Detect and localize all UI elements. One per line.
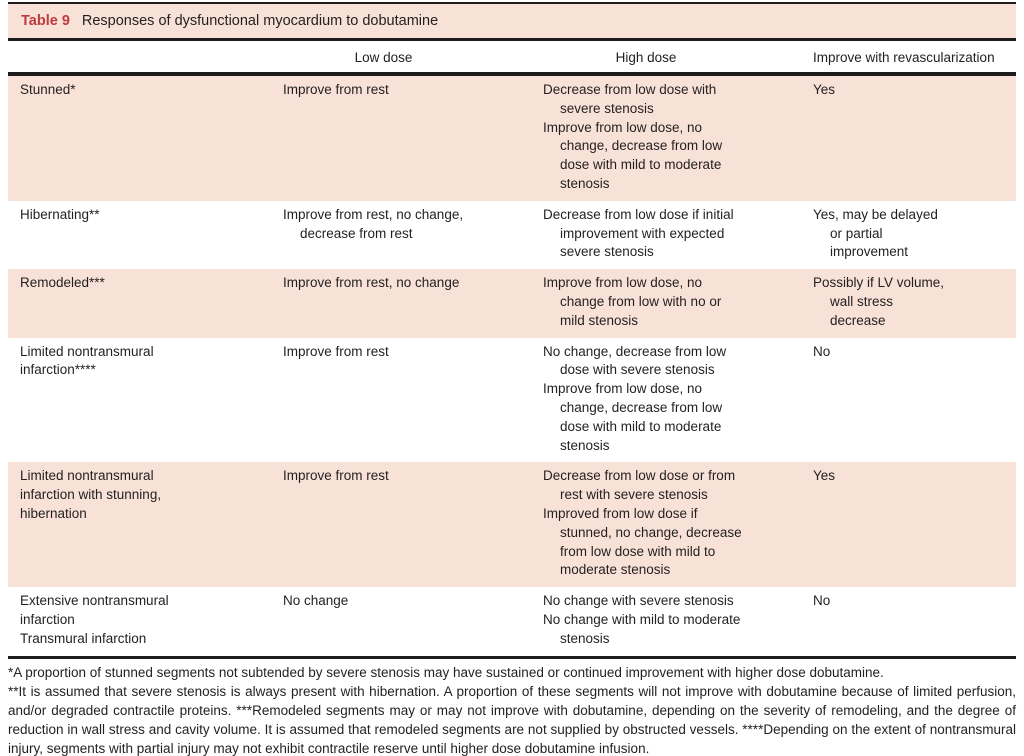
cell-paragraph: No change, decrease from low dose with s… [543, 343, 727, 378]
cell-high-dose: Decrease from low dose with severe steno… [541, 76, 811, 201]
cell-low-dose: Improve from rest [281, 338, 541, 463]
cell-paragraph: Yes, may be delayed or partial improveme… [813, 206, 938, 260]
cell-high-dose: Decrease from low dose if initial improv… [541, 201, 811, 269]
cell-paragraph: Improve from low dose, no change from lo… [543, 275, 722, 328]
cell-high-dose: Improve from low dose, no change from lo… [541, 269, 811, 337]
cell-low-dose: Improve from rest, no change, decrease f… [281, 201, 541, 269]
cell-paragraph: Limited nontransmural infarction**** [20, 343, 154, 378]
cell-paragraph: Hibernating** [20, 206, 100, 222]
table-row: Stunned* Improve from rest Decrease from l… [8, 76, 1016, 201]
cell-condition: Limited nontransmural infarction**** [8, 338, 281, 463]
cell-condition: Stunned* [8, 76, 281, 201]
cell-low-dose: Improve from rest [281, 462, 541, 587]
cell-paragraph: Improve from rest [283, 343, 389, 359]
cell-revascularization: Yes, may be delayed or partial improveme… [811, 201, 1016, 269]
cell-paragraph: Transmural infarction [20, 630, 147, 646]
table-row: Extensive nontransmural infarction Transm… [8, 587, 1016, 656]
cell-condition: Limited nontransmural infarction with st… [8, 462, 281, 587]
table-caption: Responses of dysfunctional myocardium to… [81, 13, 439, 29]
cell-paragraph: Yes [813, 82, 836, 97]
cell-paragraph: Improve from rest, no change, decrease f… [283, 206, 464, 241]
cell-paragraph: No [813, 343, 831, 359]
cell-low-dose: Improve from rest [281, 76, 541, 201]
cell-paragraph: Improve from rest, no change [283, 275, 460, 291]
table-footnotes: *A proportion of stunned segments not su… [8, 663, 1016, 756]
table-number-label: Table 9 [21, 13, 70, 29]
table-body: Stunned* Improve from rest Decrease from l… [8, 76, 1016, 659]
cell-paragraph: No change [283, 593, 349, 609]
cell-paragraph: Remodeled*** [20, 275, 105, 291]
cell-paragraph: Extensive nontransmural infarction [20, 593, 169, 627]
cell-paragraph: Decrease from low dose if initial improv… [543, 206, 734, 260]
cell-paragraph: Decrease from low dose or from rest with… [543, 468, 736, 503]
table-row: Remodeled*** Improve from rest, no change… [8, 269, 1016, 338]
cell-paragraph: Limited nontransmural infarction with st… [20, 468, 162, 521]
cell-paragraph: Improve from low dose, no change, decrea… [543, 381, 723, 453]
table-row: Limited nontransmural infarction with st… [8, 462, 1016, 588]
cell-revascularization: Possibly if LV volume, wall stress decre… [811, 269, 1016, 337]
cell-revascularization: No [811, 338, 1016, 463]
table-row: Limited nontransmural infarction**** Impr… [8, 337, 1016, 463]
cell-condition: Remodeled*** [8, 269, 281, 337]
cell-paragraph: Improved from low dose if stunned, no ch… [543, 505, 742, 578]
cell-low-dose: Improve from rest, no change [281, 269, 541, 337]
cell-paragraph: Improve from low dose, no change, decrea… [543, 119, 723, 191]
cell-revascularization: No [811, 587, 1016, 655]
table-title-band: Table 9 Responses of dysfunctional myoca… [8, 2, 1016, 41]
cell-paragraph: No [813, 593, 831, 609]
column-header-high-dose: High dose [615, 50, 677, 65]
cell-paragraph: Possibly if LV volume, wall stress decre… [813, 275, 945, 328]
column-header-revascularization: Improve with revascularization [813, 50, 995, 65]
column-header-condition [8, 41, 281, 72]
cell-revascularization: Yes [811, 462, 1016, 587]
cell-paragraph: Improve from rest [283, 82, 389, 97]
cell-paragraph: Decrease from low dose with severe steno… [543, 82, 717, 116]
cell-high-dose: Decrease from low dose or from rest with… [541, 462, 811, 587]
table-row: Hibernating** Improve from rest, no chang… [8, 200, 1016, 270]
footnote-paragraph: **It is assumed that severe stenosis is … [8, 683, 1016, 756]
cell-paragraph: Stunned* [20, 82, 76, 97]
column-header-low-dose: Low dose [354, 50, 413, 65]
cell-high-dose: No change with severe stenosis No change … [541, 587, 811, 655]
cell-low-dose: No change [281, 587, 541, 655]
table-header-row: Low dose High dose Improve with revascul… [8, 41, 1016, 76]
cell-paragraph: No change with mild to moderate stenosis [543, 611, 741, 646]
cell-paragraph: Yes [813, 468, 836, 484]
cell-high-dose: No change, decrease from low dose with s… [541, 338, 811, 463]
cell-revascularization: Yes [811, 76, 1016, 201]
cell-paragraph: No change with severe stenosis [543, 593, 734, 609]
footnote-paragraph: *A proportion of stunned segments not su… [8, 664, 884, 680]
cell-condition: Extensive nontransmural infarction Transm… [8, 587, 281, 655]
cell-paragraph: Improve from rest [283, 468, 389, 484]
cell-condition: Hibernating** [8, 201, 281, 269]
